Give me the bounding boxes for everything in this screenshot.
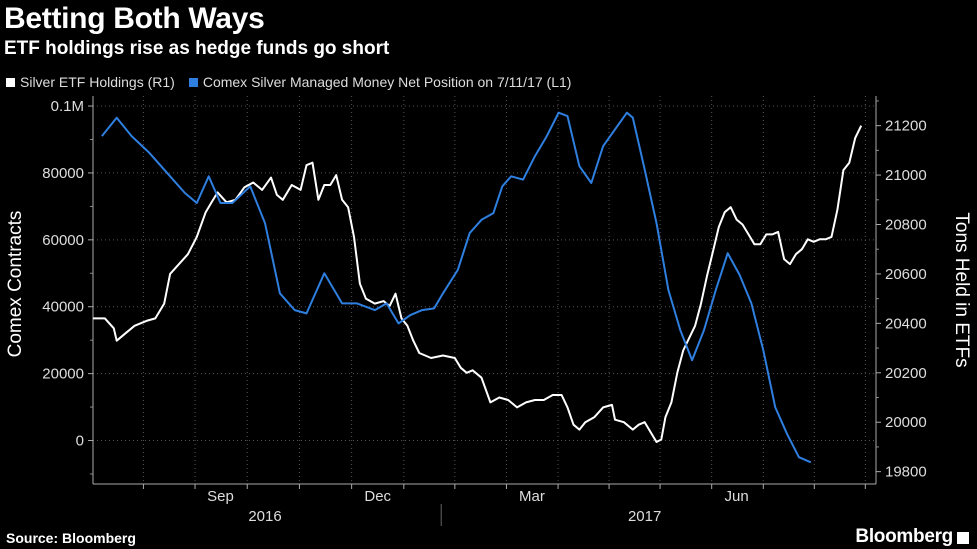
chart-subtitle: ETF holdings rise as hedge funds go shor… [4, 38, 390, 59]
x-year-label: 2017 [628, 508, 661, 525]
series-line-comex-net-position [101, 111, 812, 464]
y-right-tick-label: 21200 [885, 118, 927, 135]
x-tick-label: Dec [364, 488, 391, 505]
y-right-tick-label: 20800 [885, 217, 927, 234]
legend-swatch-comex [188, 77, 198, 87]
chart-title: Betting Both Ways [4, 2, 265, 35]
legend-swatch-etf [6, 77, 15, 87]
legend-label-etf: Silver ETF Holdings (R1) [20, 74, 175, 90]
series-lines [93, 111, 863, 464]
y-axis-label-right: Tons Held in ETFs [951, 212, 972, 367]
source-note: Source: Bloomberg [6, 530, 136, 546]
legend-label-comex: Comex Silver Managed Money Net Position … [202, 74, 572, 90]
y-left-tick-label: 0 [76, 433, 84, 450]
gridlines [93, 96, 876, 484]
y-left-tick-label: 80000 [42, 165, 84, 182]
legend-item-comex: Comex Silver Managed Money Net Position … [188, 74, 572, 90]
y-left-tick-label: 20000 [42, 366, 84, 383]
brand-square-icon [957, 532, 969, 544]
y-right-tick-label: 20000 [885, 414, 927, 431]
y-right-tick-label: 21000 [885, 167, 927, 184]
series-line-etf-holdings [93, 125, 863, 443]
x-tick-label: Sep [207, 488, 234, 505]
y-right-tick-label: 20200 [885, 365, 927, 382]
y-left-tick-label: 0.1M [51, 98, 84, 115]
x-tick-label: Jun [725, 488, 749, 505]
y-left-tick-label: 40000 [42, 299, 84, 316]
x-tick-label: Mar [519, 488, 545, 505]
y-axis-label-left: Comex Contracts [5, 211, 26, 358]
brand-logo: Bloomberg [855, 526, 953, 547]
axes: 0.1M 80000 60000 40000 20000 0 21200 21000 20800… [42, 96, 927, 526]
y-right-tick-label: 20600 [885, 266, 927, 283]
legend: Silver ETF Holdings (R1) Comex Silver Ma… [6, 74, 571, 90]
x-year-label: 2016 [248, 508, 281, 525]
y-right-tick-label: 20400 [885, 315, 927, 332]
y-left-tick-label: 60000 [42, 232, 84, 249]
y-right-tick-label: 19800 [885, 464, 927, 481]
legend-item-etf: Silver ETF Holdings (R1) [6, 74, 175, 90]
